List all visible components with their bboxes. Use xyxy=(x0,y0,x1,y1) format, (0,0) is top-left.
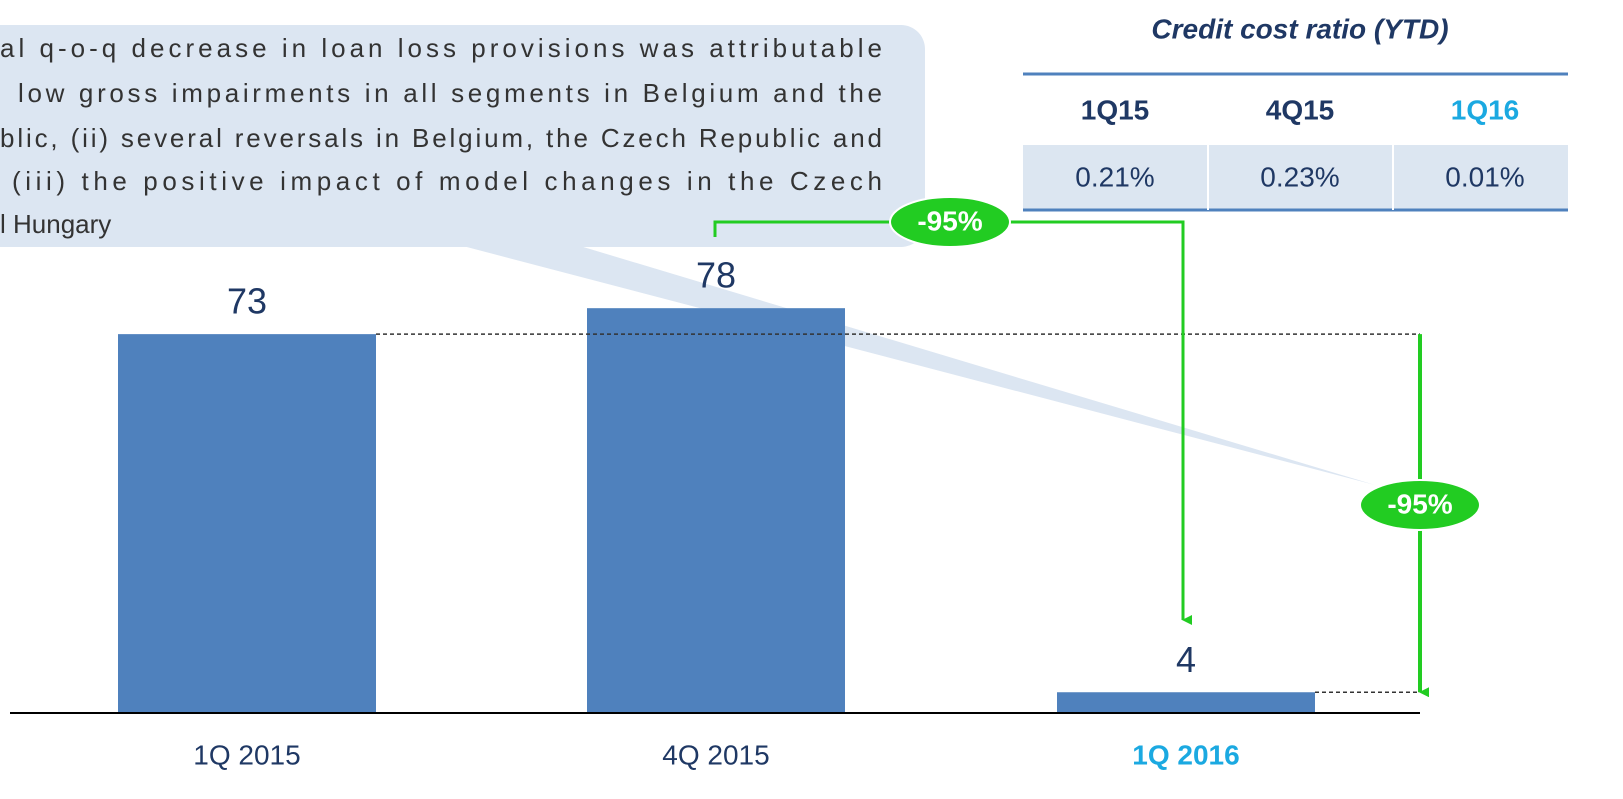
callout-text: l Hungary xyxy=(0,209,111,239)
x-tick-label: 1Q 2016 xyxy=(1132,739,1239,770)
value-label: 73 xyxy=(227,281,267,322)
x-tick-label: 1Q 2015 xyxy=(193,739,300,770)
badge xyxy=(889,196,1011,248)
callout-text: (iii) the positive impact of model chang… xyxy=(12,166,882,196)
callout-text: blic, (ii) several reversals in Belgium,… xyxy=(0,123,882,153)
callout-tail xyxy=(440,240,1375,485)
callout: al q-o-q decrease in loan loss provision… xyxy=(0,25,1375,485)
value-label: 78 xyxy=(696,255,736,296)
annotation: -95% xyxy=(917,205,982,236)
table-header: 1Q16 xyxy=(1451,94,1520,125)
bar xyxy=(118,334,376,713)
table-header: 4Q15 xyxy=(1266,94,1335,125)
table-row-bg xyxy=(1023,145,1568,210)
table-value: 0.21% xyxy=(1075,161,1154,192)
x-tick-label: 4Q 2015 xyxy=(662,739,769,770)
bar xyxy=(1057,692,1315,713)
table-title: Credit cost ratio (YTD) xyxy=(1151,13,1448,44)
table-value: 0.01% xyxy=(1445,161,1524,192)
bar xyxy=(587,308,845,713)
callout-box xyxy=(0,25,925,247)
badge xyxy=(1359,479,1481,531)
table-header: 1Q15 xyxy=(1081,94,1150,125)
annotation: -95% xyxy=(1387,488,1452,519)
value-label: 4 xyxy=(1176,639,1196,680)
table-value: 0.23% xyxy=(1260,161,1339,192)
